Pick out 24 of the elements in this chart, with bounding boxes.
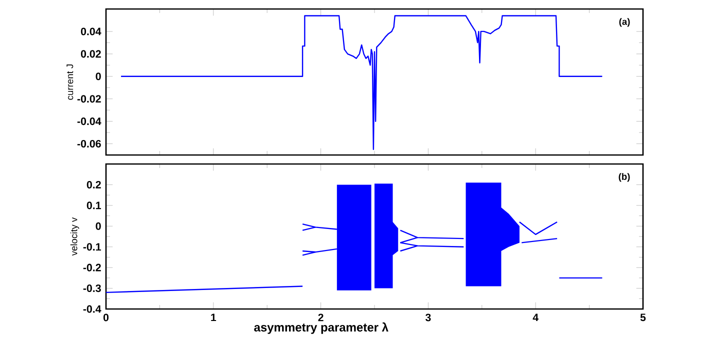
x-tick-label: 4 — [532, 314, 539, 322]
y-tick-label: -0.4 — [83, 305, 102, 313]
x-tick-label: 5 — [640, 314, 646, 322]
y-tick-label: 0.1 — [86, 202, 101, 210]
y-tick-label: -0.06 — [77, 140, 101, 148]
y-tick-label: -0.02 — [77, 95, 101, 103]
x-tick-label: 0 — [103, 314, 109, 322]
y-tick-label: 0.2 — [86, 180, 101, 188]
y-tick-label: 0 — [96, 72, 101, 80]
annotation: (a) — [619, 18, 630, 27]
x-tick-label: 2 — [318, 314, 324, 322]
x-tick-label: 1 — [211, 314, 216, 322]
y-tick-label: -0.04 — [77, 118, 102, 126]
y-tick-label: 0.04 — [80, 28, 102, 36]
x-axis-title: asymmetry parameter λ — [254, 322, 388, 334]
y-tick-label: 0.02 — [80, 50, 101, 58]
x-tick-label: 3 — [425, 314, 431, 322]
y-axis-title: current J — [66, 64, 74, 100]
y-tick-label: 0 — [96, 222, 101, 230]
y-tick-label: -0.3 — [83, 284, 101, 292]
annotation: (b) — [618, 173, 630, 182]
y-tick-label: -0.2 — [83, 264, 101, 272]
y-tick-label: -0.1 — [83, 243, 101, 251]
y-axis-title: velocity v — [70, 217, 80, 256]
